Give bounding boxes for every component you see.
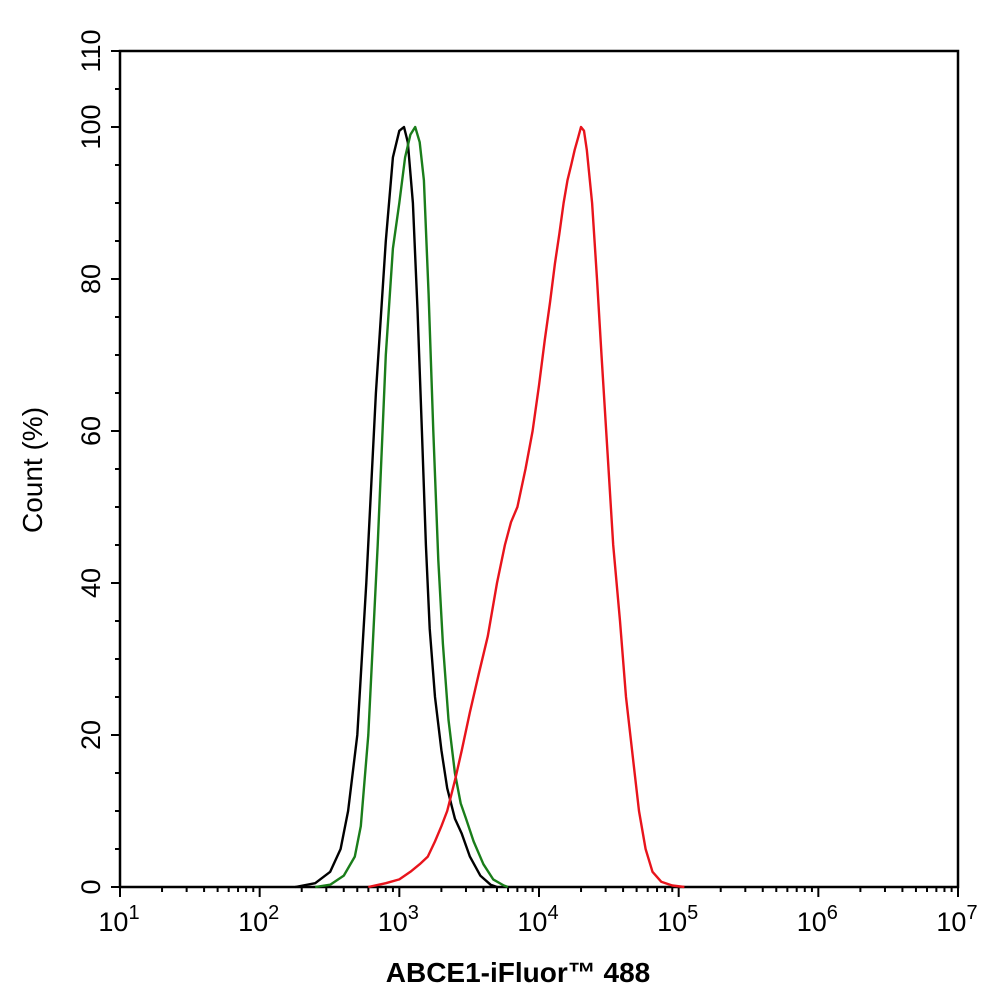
y-tick-label: 100 [76,104,106,149]
y-tick-label: 40 [76,568,106,598]
histogram-series-line [295,125,498,889]
x-tick-label: 106 [797,902,838,937]
x-tick-label: 107 [936,902,977,937]
x-tick-label: 105 [657,902,698,937]
histogram-series-line [368,125,685,889]
histogram-series-line [315,125,509,889]
x-tick-label: 103 [378,902,419,937]
y-tick-label: 0 [76,879,106,894]
series-layer [295,125,685,889]
y-tick-label: 80 [76,264,106,294]
y-tick-label: 110 [76,29,106,72]
y-tick-label: 60 [76,416,106,446]
y-axis: 0 20 40 60 80 100 110 [76,29,120,895]
x-axis-title: ABCE1-iFluor™ 488 [386,957,651,988]
y-tick-label: 20 [76,720,106,750]
x-tick-label: 101 [98,902,139,937]
x-tick-label: 102 [238,902,279,937]
y-axis-title: Count (%) [17,407,48,533]
x-axis: 101 102 103 104 105 106 107 [98,887,978,937]
x-tick-label: 104 [517,902,558,937]
